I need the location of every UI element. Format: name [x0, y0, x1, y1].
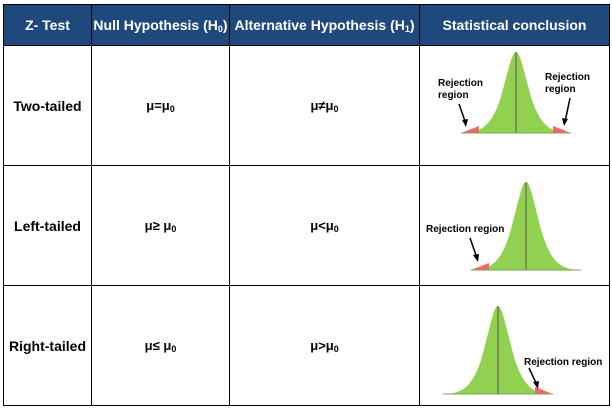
alt-hypothesis-cell: μ<μ0 [229, 165, 420, 286]
null-value: μ≥ μ [144, 217, 172, 233]
null-hypothesis-cell: μ=μ0 [91, 45, 230, 166]
left-label-line1: Rejection [438, 78, 483, 89]
table-row: Two-tailed μ=μ0 μ≠μ0 Rejection region Re… [3, 45, 610, 166]
two-tailed-curve-figure: Rejection region Rejection region [438, 52, 590, 134]
left-label-line2: region [438, 90, 469, 101]
table-row: Right-tailed μ≤ μ0 μ>μ0 Rejection region [3, 285, 610, 406]
null-hypothesis-cell: μ≥ μ0 [91, 165, 230, 286]
null-sub: 0 [171, 343, 177, 354]
header-alternative-hypothesis: Alternative Hypothesis (H1) [229, 4, 420, 46]
left-rejection-region [460, 126, 479, 133]
z-test-table: Z- Test Null Hypothesis (H0) Alternative… [3, 4, 610, 406]
right-arrowhead [561, 118, 568, 126]
null-sub: 0 [169, 103, 175, 114]
null-value: μ=μ [146, 97, 170, 113]
right-rejection-region [552, 126, 571, 133]
header-alt-text: Alternative Hypothesis (H [234, 16, 405, 33]
alt-hypothesis-cell: μ≠μ0 [229, 45, 420, 166]
alt-value: μ<μ [310, 217, 334, 233]
header-alt-sub: 1 [404, 23, 410, 34]
alt-value: μ>μ [310, 337, 334, 353]
header-statistical-conclusion: Statistical conclusion [419, 4, 610, 46]
row-label-left-tailed: Left-tailed [3, 165, 92, 286]
alt-value: μ≠μ [310, 97, 334, 113]
right-arrowhead [532, 381, 539, 389]
alt-sub: 0 [333, 343, 339, 354]
left-arrowhead [461, 119, 468, 127]
header-null-hypothesis: Null Hypothesis (H0) [91, 4, 230, 46]
alt-hypothesis-cell: μ>μ0 [229, 285, 420, 406]
left-tailed-plot-cell: Rejection region [419, 165, 610, 286]
left-tailed-curve-figure: Rejection region [426, 182, 581, 271]
header-null-text: Null Hypothesis (H [93, 16, 218, 33]
header-row: Z- Test Null Hypothesis (H0) Alternative… [3, 4, 610, 46]
left-rejection-region [470, 263, 489, 270]
left-label: Rejection region [426, 224, 504, 235]
right-arrow [563, 97, 571, 123]
right-label: Rejection region [524, 357, 602, 368]
two-tailed-plot-cell: Rejection region Rejection region [419, 45, 610, 166]
header-null-sub: 0 [217, 23, 223, 34]
row-label-right-tailed: Right-tailed [3, 285, 92, 406]
null-hypothesis-cell: μ≤ μ0 [91, 285, 230, 406]
header-null-close: ) [222, 16, 228, 33]
right-tailed-plot-cell: Rejection region [419, 285, 610, 406]
right-label-line2: region [545, 84, 576, 95]
alt-sub: 0 [333, 103, 339, 114]
right-label-line1: Rejection [545, 72, 590, 83]
null-value: μ≤ μ [144, 337, 172, 353]
right-tailed-curve-figure: Rejection region [442, 306, 602, 395]
row-label-two-tailed: Two-tailed [3, 45, 92, 166]
left-arrowhead [472, 254, 479, 262]
table-row: Left-tailed μ≥ μ0 μ<μ0 Rejection region [3, 165, 610, 286]
alt-sub: 0 [333, 223, 339, 234]
header-alt-close: ) [409, 16, 415, 33]
right-rejection-region [534, 387, 553, 394]
header-z-test: Z- Test [3, 4, 92, 46]
null-sub: 0 [171, 223, 177, 234]
